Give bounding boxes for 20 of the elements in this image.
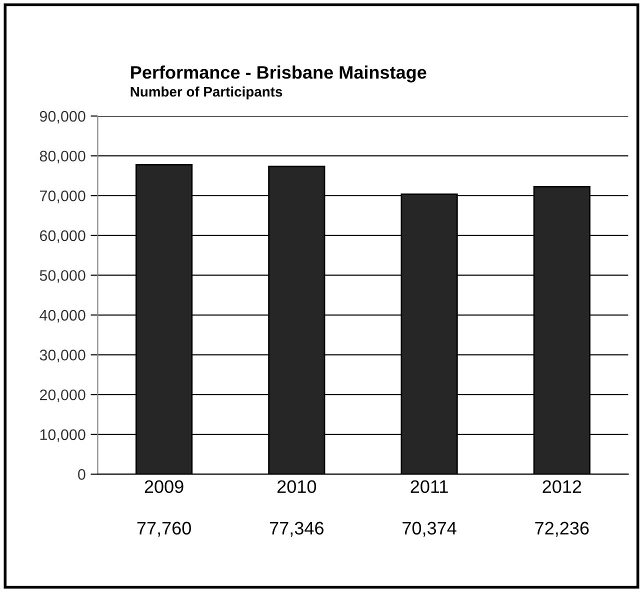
- x-tick-label: 2010: [277, 480, 316, 494]
- chart-subtitle: Number of Participants: [130, 86, 282, 100]
- data-label: 77,760: [137, 522, 191, 537]
- chart-title: Performance - Brisbane Mainstage: [131, 66, 426, 82]
- data-label: 77,346: [270, 522, 324, 537]
- data-label: 70,374: [402, 522, 456, 537]
- y-tick-label: 20,000: [40, 389, 86, 402]
- y-tick-label: 10,000: [40, 429, 86, 442]
- x-tick-label: 2012: [542, 480, 582, 494]
- x-tick-label: 2011: [410, 480, 448, 494]
- y-tick-label: 60,000: [40, 230, 86, 243]
- y-tick-label: 40,000: [40, 310, 86, 322]
- y-tick-label: 70,000: [40, 190, 86, 204]
- x-tick-label: 2009: [144, 480, 184, 494]
- y-tick-label: 90,000: [40, 110, 86, 124]
- y-tick-label: 30,000: [40, 350, 86, 362]
- y-tick-label: 0: [78, 469, 86, 480]
- data-label: 72,236: [535, 522, 589, 537]
- y-tick-label: 50,000: [40, 270, 86, 283]
- y-tick-label: 80,000: [40, 150, 86, 164]
